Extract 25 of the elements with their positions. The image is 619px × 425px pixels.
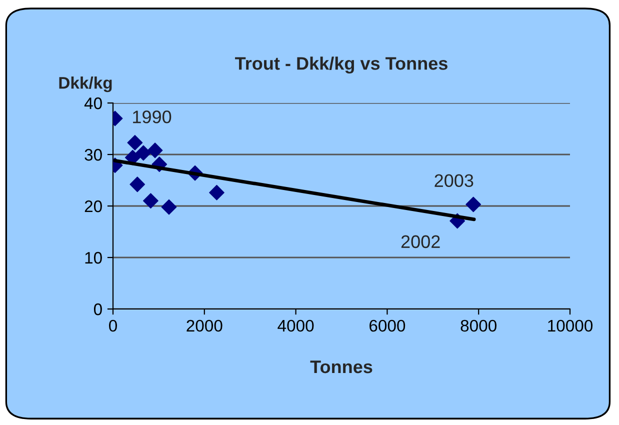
point xyxy=(147,142,163,158)
point xyxy=(130,176,146,192)
x-tick-label: 10000 xyxy=(548,320,593,332)
y-tick-label: 40 xyxy=(84,97,102,110)
annotation: 1990 xyxy=(133,110,172,124)
x-tick-label: 2000 xyxy=(186,320,222,332)
point xyxy=(466,196,482,212)
x-tick-label: 6000 xyxy=(370,320,406,332)
x-axis-title: Tonnes xyxy=(310,360,372,374)
point xyxy=(143,193,158,209)
x-tick-label: 8000 xyxy=(460,320,496,332)
chart-title: Trout - Dkk/kg vs Tonnes xyxy=(235,56,448,74)
x-tick-label: 4000 xyxy=(278,320,314,332)
y-tick-label: 20 xyxy=(84,200,102,212)
annotation: 2003 xyxy=(434,174,474,187)
x-tick-label: 0 xyxy=(109,320,117,332)
annotation: 2002 xyxy=(401,235,440,248)
point xyxy=(209,184,224,200)
point xyxy=(136,145,152,161)
y-tick-label: 0 xyxy=(94,303,102,316)
point xyxy=(127,134,143,150)
y-axis-title: Dkk/kg xyxy=(59,76,112,92)
point xyxy=(161,199,177,215)
y-tick-label: 10 xyxy=(85,252,102,264)
y-tick-label: 30 xyxy=(84,148,102,161)
